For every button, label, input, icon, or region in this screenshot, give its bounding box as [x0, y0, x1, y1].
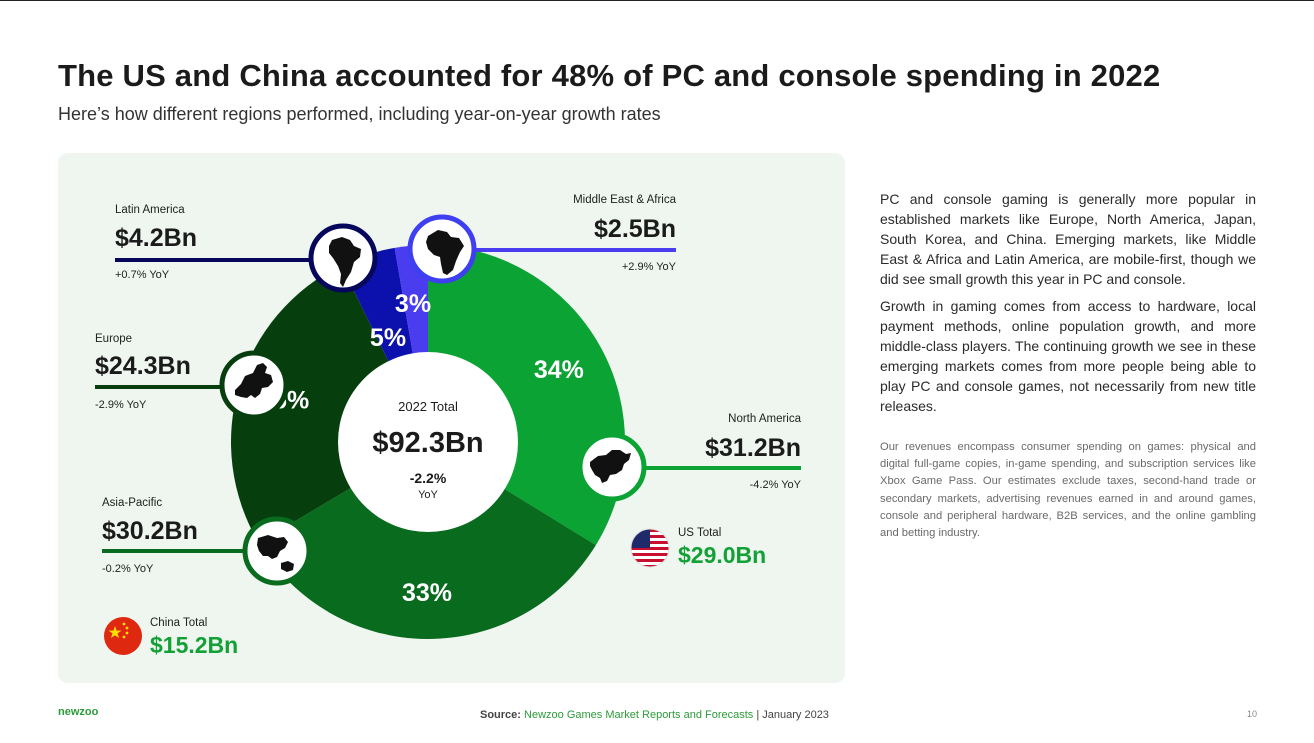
region-value-asia-pacific: $30.2Bn [102, 517, 198, 545]
china-flag-icon [104, 617, 142, 655]
region-name-north-america: North America [728, 413, 801, 425]
south-america-map-icon [308, 223, 378, 293]
us-total-value: $29.0Bn [678, 542, 766, 568]
region-name-asia-pacific: Asia-Pacific [102, 497, 162, 509]
region-name-middle-east-africa: Middle East & Africa [573, 194, 677, 206]
china-total-label: China Total [150, 617, 207, 629]
slice-europe [230, 265, 428, 543]
newzoo-logo: newzoo [58, 706, 99, 718]
footer-source-label: Source: [480, 709, 521, 721]
region-yoy-asia-pacific: -0.2% YoY [102, 563, 154, 575]
africa-map-icon [407, 214, 477, 284]
donut-hole [338, 352, 518, 532]
europe-map-icon [219, 350, 289, 420]
center-total: $92.3Bn [372, 427, 483, 459]
asia-pacific-map-icon [242, 516, 312, 586]
footer-source: Source: Newzoo Games Market Reports and … [480, 709, 829, 721]
region-name-europe: Europe [95, 333, 132, 345]
pct-label-north-america: 34% [534, 356, 584, 384]
footer-source-link[interactable]: Newzoo Games Market Reports and Forecast… [524, 709, 754, 721]
region-yoy-middle-east-africa: +2.9% YoY [622, 261, 677, 273]
methodology-note: Our revenues encompass consumer spending… [880, 441, 1256, 540]
page-subtitle: Here’s how different regions performed, … [58, 104, 661, 124]
region-yoy-europe: -2.9% YoY [95, 399, 147, 411]
region-yoy-north-america: -4.2% YoY [750, 479, 802, 491]
region-value-north-america: $31.2Bn [705, 434, 801, 462]
slice-asia-pacific [258, 442, 596, 640]
top-rule [0, 0, 1314, 1]
region-value-middle-east-africa: $2.5Bn [594, 215, 676, 243]
us-total-label: US Total [678, 527, 721, 539]
body-paragraph-2: Growth in gaming comes from access to ha… [880, 298, 1256, 414]
center-growth: -2.2% [410, 470, 447, 486]
us-flag-icon [630, 528, 670, 568]
china-total-value: $15.2Bn [150, 632, 238, 658]
region-name-latin-america: Latin America [115, 204, 185, 216]
pct-label-asia-pacific: 33% [402, 579, 452, 607]
pct-label-middle-east-africa: 3% [395, 290, 431, 318]
region-value-europe: $24.3Bn [95, 352, 191, 380]
body-paragraph-1: PC and console gaming is generally more … [880, 191, 1256, 287]
region-yoy-latin-america: +0.7% YoY [115, 269, 170, 281]
page-title: The US and China accounted for 48% of PC… [58, 58, 1161, 93]
pct-label-latin-america: 5% [370, 324, 406, 352]
footer-date: | January 2023 [753, 709, 829, 721]
center-growth-unit: YoY [418, 489, 438, 501]
center-label: 2022 Total [398, 399, 458, 414]
page-number: 10 [1247, 709, 1258, 719]
north-america-map-icon [577, 432, 647, 502]
region-value-latin-america: $4.2Bn [115, 224, 197, 252]
